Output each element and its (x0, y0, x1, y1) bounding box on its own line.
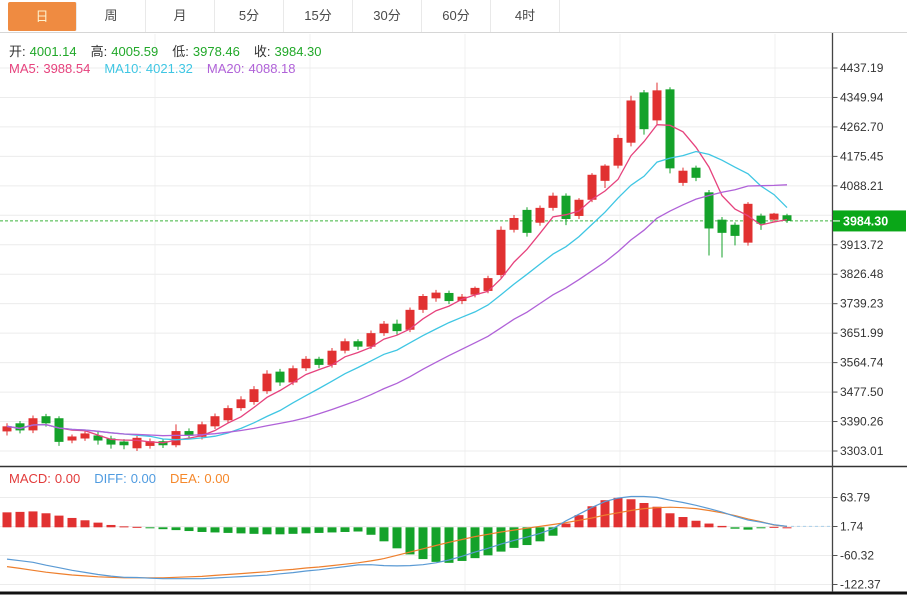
dea-value: 0.00 (204, 471, 230, 486)
tab-4hour-label: 4时 (514, 8, 536, 23)
open-label: 开: (9, 44, 26, 59)
open-value: 4001.14 (29, 44, 77, 59)
high-value: 4005.59 (111, 44, 159, 59)
frame (0, 33, 907, 595)
ma-header: MA5: 3988.54 MA10: 4021.32 MA20: 4088.18 (9, 61, 300, 76)
tab-30min-label: 30分 (373, 8, 401, 23)
ma20-value: 4088.18 (248, 61, 296, 76)
close-label: 收: (253, 44, 271, 59)
ma20-line (6, 184, 788, 437)
svg-text:4088.21: 4088.21 (840, 179, 884, 193)
tab-week[interactable]: 周 (77, 0, 146, 32)
tab-month[interactable]: 月 (146, 0, 215, 32)
tab-5min[interactable]: 5分 (215, 0, 284, 32)
svg-text:3651.99: 3651.99 (840, 326, 884, 340)
ma5-line (6, 124, 788, 444)
ma5-label: MA5: (9, 61, 40, 76)
svg-text:3303.01: 3303.01 (840, 444, 884, 458)
macd-value: 0.00 (54, 471, 81, 486)
low-label: 低: (172, 44, 189, 59)
ma-lines (6, 124, 788, 444)
ma10-label: MA10: (104, 61, 142, 76)
svg-text:4262.70: 4262.70 (840, 120, 884, 134)
svg-text:3913.72: 3913.72 (840, 238, 884, 252)
ohlc-header: 开: 4001.14 高: 4005.59 低: 3978.46 收: 3984.30 (9, 41, 326, 60)
macd-lines (6, 495, 830, 580)
tab-day[interactable]: 日 (8, 2, 77, 31)
diff-value: 0.00 (130, 471, 157, 486)
svg-text:-122.37: -122.37 (840, 577, 881, 591)
diff-line (6, 495, 788, 580)
candlesticks (2, 82, 792, 451)
ma5-value: 3988.54 (43, 61, 91, 76)
tab-30min[interactable]: 30分 (353, 0, 422, 32)
macd-label: MACD: (9, 471, 51, 486)
tab-15min-label: 15分 (304, 8, 332, 23)
svg-text:4175.45: 4175.45 (840, 149, 884, 163)
tab-15min[interactable]: 15分 (284, 0, 353, 32)
svg-text:4349.94: 4349.94 (840, 90, 884, 104)
tab-week-label: 周 (104, 8, 118, 23)
tab-60min[interactable]: 60分 (422, 0, 491, 32)
close-value: 3984.30 (274, 44, 322, 59)
tab-60min-label: 60分 (442, 8, 470, 23)
svg-text:3826.48: 3826.48 (840, 267, 884, 281)
svg-text:-60.32: -60.32 (840, 548, 874, 562)
high-label: 高: (90, 44, 108, 59)
tab-5min-label: 5分 (238, 8, 260, 23)
current-price-tag: 3984.30 (833, 210, 906, 232)
diff-label: DIFF: (94, 471, 127, 486)
svg-text:3390.26: 3390.26 (840, 415, 884, 429)
grid (0, 34, 832, 591)
macd-header: MACD: 0.00 DIFF: 0.00 DEA: 0.00 (9, 471, 234, 486)
svg-text:1.74: 1.74 (840, 519, 864, 533)
svg-text:63.79: 63.79 (840, 490, 870, 504)
tab-4hour[interactable]: 4时 (491, 0, 560, 32)
dea-label: DEA: (170, 471, 201, 486)
low-value: 3978.46 (192, 44, 240, 59)
macd-histogram (2, 497, 792, 563)
svg-text:3564.74: 3564.74 (840, 356, 884, 370)
tab-month-label: 月 (173, 8, 187, 23)
tab-day-label: 日 (35, 9, 49, 24)
price-axis: 4437.194349.944262.704175.454088.214000.… (832, 61, 884, 591)
timeframe-tabbar: 日 周 月 5分 15分 30分 60分 4时 (0, 0, 907, 33)
svg-text:3477.50: 3477.50 (840, 385, 884, 399)
svg-text:4437.19: 4437.19 (840, 61, 884, 75)
svg-text:3984.30: 3984.30 (843, 214, 888, 228)
svg-text:3739.23: 3739.23 (840, 297, 884, 311)
ma10-value: 4021.32 (145, 61, 193, 76)
ma20-label: MA20: (206, 61, 245, 76)
ma10-line (6, 150, 788, 441)
